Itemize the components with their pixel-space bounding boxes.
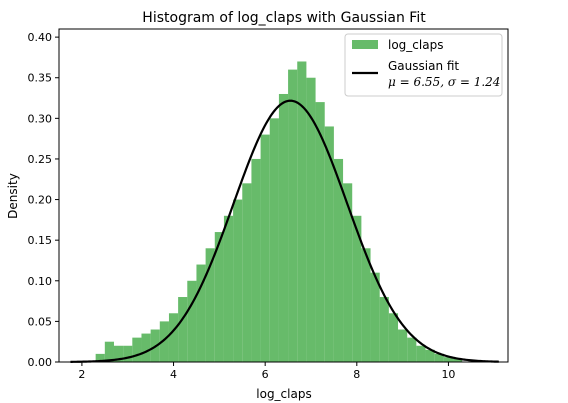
histogram-bar: [343, 183, 353, 362]
histogram-bar: [352, 215, 362, 362]
histogram-bar: [278, 93, 289, 362]
histogram-bar: [187, 280, 197, 362]
histogram-bar: [306, 77, 316, 362]
y-axis-ticks: 0.00 0.05 0.10 0.15 0.20 0.25 0.30 0.35 0.40: [28, 31, 59, 369]
y-axis-label: Density: [6, 173, 20, 219]
chart-title: Histogram of log_claps with Gaussian Fit: [142, 10, 426, 26]
histogram-bar: [251, 158, 261, 362]
legend-swatch-histogram: [352, 40, 378, 49]
histogram-bar: [223, 215, 234, 362]
x-tick-label: 10: [441, 368, 455, 381]
y-tick-label: 0.30: [28, 112, 53, 125]
histogram-bar: [104, 341, 114, 362]
legend-label-histogram: log_claps: [388, 38, 443, 52]
histogram-bar: [159, 321, 169, 362]
x-axis-ticks: 2 4 6 8 10: [78, 362, 455, 381]
legend-label-fit: Gaussian fit: [388, 59, 459, 73]
histogram-bar: [113, 345, 124, 362]
y-tick-label: 0.10: [28, 275, 53, 288]
histogram-bar: [434, 353, 444, 362]
x-tick-label: 2: [78, 368, 85, 381]
histogram-bar: [260, 134, 270, 362]
histogram-bar: [123, 345, 133, 362]
y-tick-label: 0.00: [28, 356, 53, 369]
histogram-bar: [416, 345, 426, 362]
histogram-bar: [168, 313, 179, 362]
histogram-bar: [214, 232, 224, 362]
legend-box: [344, 33, 503, 97]
histogram-bar: [141, 333, 151, 362]
y-tick-label: 0.35: [28, 72, 53, 85]
histogram-bar: [269, 118, 279, 362]
plot-frame: [58, 28, 509, 363]
histogram-bar: [288, 69, 298, 363]
histogram-bars: [95, 61, 463, 363]
legend-label-fit-params: μ = 6.55, σ = 1.24: [388, 75, 500, 89]
histogram-bar: [453, 358, 463, 362]
histogram-bar: [333, 158, 344, 362]
histogram-bar: [315, 102, 325, 362]
legend: log_claps Gaussian fit μ = 6.55, σ = 1.2…: [344, 33, 503, 97]
x-tick-label: 8: [353, 368, 360, 381]
histogram-bar: [425, 349, 435, 362]
y-tick-label: 0.25: [28, 153, 53, 166]
histogram-bar: [388, 313, 399, 362]
histogram-bar: [196, 264, 206, 362]
y-tick-label: 0.15: [28, 234, 53, 247]
histogram-bar: [324, 126, 334, 363]
y-tick-label: 0.20: [28, 194, 53, 207]
histogram-bar: [95, 353, 105, 362]
x-tick-label: 4: [170, 368, 177, 381]
gaussian-fit-line: [70, 99, 499, 363]
histogram-bar: [370, 272, 380, 362]
histogram-bar: [205, 248, 215, 362]
histogram-bar: [178, 297, 188, 362]
histogram-bar: [132, 337, 142, 362]
histogram-bar: [361, 248, 371, 362]
histogram-bar: [443, 357, 454, 362]
histogram-bar: [407, 337, 417, 362]
y-tick-label: 0.05: [28, 315, 53, 328]
histogram-bar: [233, 199, 243, 362]
histogram-bar: [242, 183, 252, 362]
x-tick-label: 6: [262, 368, 269, 381]
y-tick-label: 0.40: [28, 31, 53, 44]
x-axis-label: log_claps: [256, 387, 311, 401]
histogram-bar: [379, 297, 389, 362]
histogram-bar: [398, 329, 408, 362]
histogram-bar: [297, 61, 307, 363]
